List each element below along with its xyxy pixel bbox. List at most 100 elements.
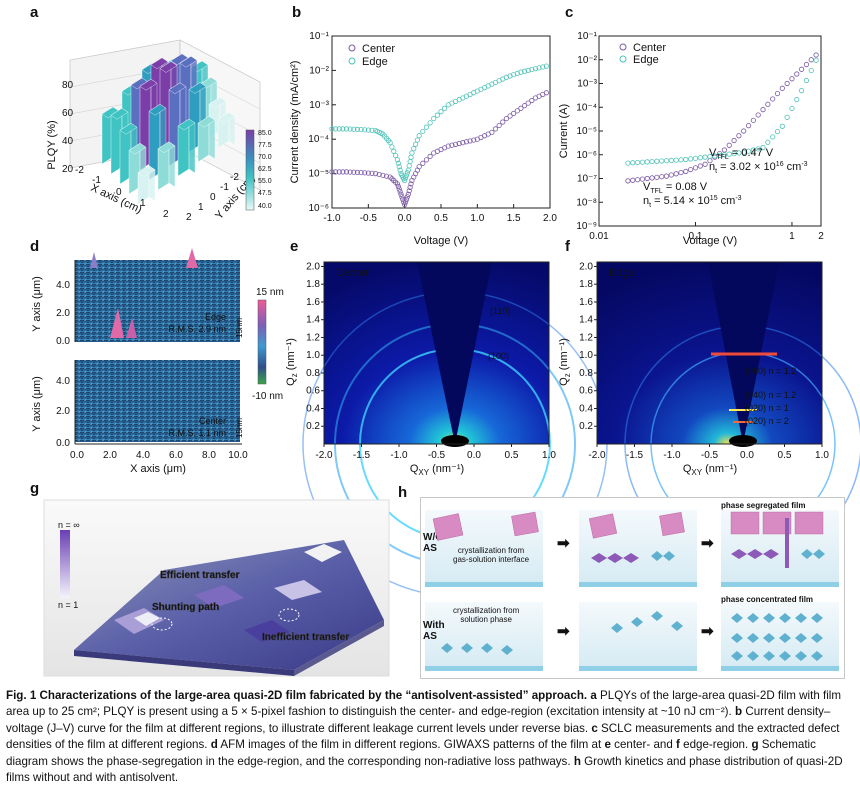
jv-point-center xyxy=(407,184,413,190)
jv-point-edge xyxy=(392,152,399,159)
giwaxs-center-peak-100: (100) xyxy=(488,351,509,361)
jv-point-edge xyxy=(411,146,417,152)
growth-result-concentrated: phase concentrated film xyxy=(721,595,814,604)
jv-point-edge xyxy=(408,154,414,160)
sclc-point-edge xyxy=(750,147,756,153)
schematic-film-side xyxy=(294,620,384,676)
giwaxs-edge-peak-040: (040) n = 1.2 xyxy=(745,390,796,400)
jv-point-center xyxy=(500,119,506,125)
sclc-point-center xyxy=(644,175,650,182)
growth-arrow-icon: ➡ xyxy=(557,623,570,640)
jv-point-center xyxy=(408,181,414,187)
crystal-cluster-blue xyxy=(441,549,825,661)
sclc-point-edge xyxy=(813,57,819,63)
sclc-point-center xyxy=(794,71,800,77)
plqy-cbar-tick-4: 55.0 xyxy=(258,178,272,185)
jv-point-edge xyxy=(434,112,440,118)
giwaxs-edge-y-tick: 1.2 xyxy=(579,332,593,343)
giwaxs-center-y-tick: 0.6 xyxy=(306,386,320,397)
growth-kinetics-box: W/O AS With AS crystallization from gas-… xyxy=(420,497,845,679)
plqy-cbar-tick-1: 77.5 xyxy=(258,142,272,149)
afm-center-scale: 15nm xyxy=(235,418,244,438)
caption-f-text: edge-region. xyxy=(679,738,749,752)
sclc-point-center xyxy=(649,175,655,181)
giwaxs-edge-y-tick: 1.0 xyxy=(579,350,593,361)
giwaxs-center-peak-110: (110) xyxy=(490,306,510,316)
jv-point-edge xyxy=(395,160,401,166)
jv-point-center xyxy=(416,164,422,170)
growth-substrate xyxy=(579,666,697,671)
plqy-y-tick-0: -2 xyxy=(230,172,239,183)
schematic-crystal xyxy=(134,612,160,626)
afm-xtick-1: 2.0 xyxy=(103,450,117,461)
panel-label-d: d xyxy=(30,238,40,255)
jv-point-edge xyxy=(521,68,528,74)
plqy-z-tick-20: 20 xyxy=(62,164,74,175)
caption-title: Fig. 1 Characterizations of the large-ar… xyxy=(6,689,588,702)
crystal-cluster-pink xyxy=(432,511,824,541)
giwaxs-center-x-tick: -1.0 xyxy=(390,450,408,461)
jv-legend-edge-marker xyxy=(348,57,356,65)
plqy-bar-top xyxy=(170,53,189,65)
caption-d-text: AFM images of the film in different regi… xyxy=(217,738,602,752)
plqy-3d-bar-chart: PLQY (%) 80 60 40 20 -2 -1 0 1 2 X axis … xyxy=(46,39,272,223)
plqy-3d-bars xyxy=(101,53,236,205)
jv-point-center xyxy=(394,181,401,187)
jv-point-edge xyxy=(403,172,410,178)
giwaxs-center-x-tick: 0.5 xyxy=(505,450,519,461)
sclc-point-edge xyxy=(707,153,713,160)
sclc-point-edge xyxy=(702,154,708,160)
giwaxs-edge-x-tick: -0.5 xyxy=(701,450,719,461)
afm-images: Edge R.M.S. 2.9 nm 15nm 0.0 2.0 4.0 Y ax… xyxy=(31,248,284,475)
jv-point-center xyxy=(329,169,335,175)
sclc-point-edge xyxy=(697,155,703,161)
sclc-point-edge xyxy=(712,153,718,159)
sclc-point-edge xyxy=(774,128,781,135)
sclc-point-center xyxy=(716,150,723,157)
sclc-point-edge xyxy=(803,77,810,84)
afm-colorbar-bottom: -10 nm xyxy=(252,391,283,402)
jv-legend-center-marker xyxy=(348,44,356,52)
jv-legend-edge: Edge xyxy=(362,56,388,68)
jv-point-edge xyxy=(404,170,410,176)
plqy-bar-top xyxy=(110,108,129,120)
jv-point-center xyxy=(399,194,405,200)
giwaxs-center-xlabel: QXY (nm⁻¹) xyxy=(410,463,464,477)
jv-point-center xyxy=(351,169,357,175)
sclc-point-edge xyxy=(644,159,650,165)
jv-point-edge xyxy=(365,127,371,133)
sclc-point-edge xyxy=(770,134,776,140)
sclc-point-center xyxy=(726,142,732,148)
sclc-point-center xyxy=(639,176,646,182)
plqy-bar-top xyxy=(168,82,187,94)
sclc-point-edge xyxy=(741,149,747,155)
sclc-point-edge xyxy=(755,146,761,152)
plqy-cbar-tick-2: 70.0 xyxy=(258,154,272,161)
plqy-x-tick-2: 0 xyxy=(116,187,122,198)
jv-point-edge xyxy=(358,126,364,133)
jv-point-center xyxy=(396,186,402,192)
jv-point-edge xyxy=(387,140,393,146)
sclc-point-center xyxy=(654,174,660,180)
growth-substrate xyxy=(721,666,839,671)
sclc-point-center xyxy=(808,57,814,63)
jv-x-tick: 0.5 xyxy=(434,213,448,224)
sclc-point-center xyxy=(770,96,776,102)
jv-point-edge xyxy=(406,163,412,169)
jv-point-edge xyxy=(407,158,413,165)
plqy-z-tick-80: 80 xyxy=(62,80,74,91)
sclc-point-center xyxy=(784,80,790,87)
growth-substrate xyxy=(425,666,543,671)
sclc-point-center xyxy=(721,147,728,153)
sclc-point-edge xyxy=(716,152,723,158)
jv-point-center xyxy=(427,153,433,159)
plqy-bar-top xyxy=(208,97,227,109)
panel-label-h: h xyxy=(398,484,408,501)
sclc-y-tick: 10⁻⁶ xyxy=(576,150,597,161)
jv-point-edge xyxy=(405,167,411,173)
sclc-annot-edge-vtfl: VTFL = 0.47 V xyxy=(709,147,774,161)
jv-point-edge xyxy=(409,150,415,156)
giwaxs-edge-x-tick: -1.0 xyxy=(663,450,681,461)
sclc-point-edge xyxy=(630,160,636,166)
schematic-legend-top: n = ∞ xyxy=(58,520,80,530)
